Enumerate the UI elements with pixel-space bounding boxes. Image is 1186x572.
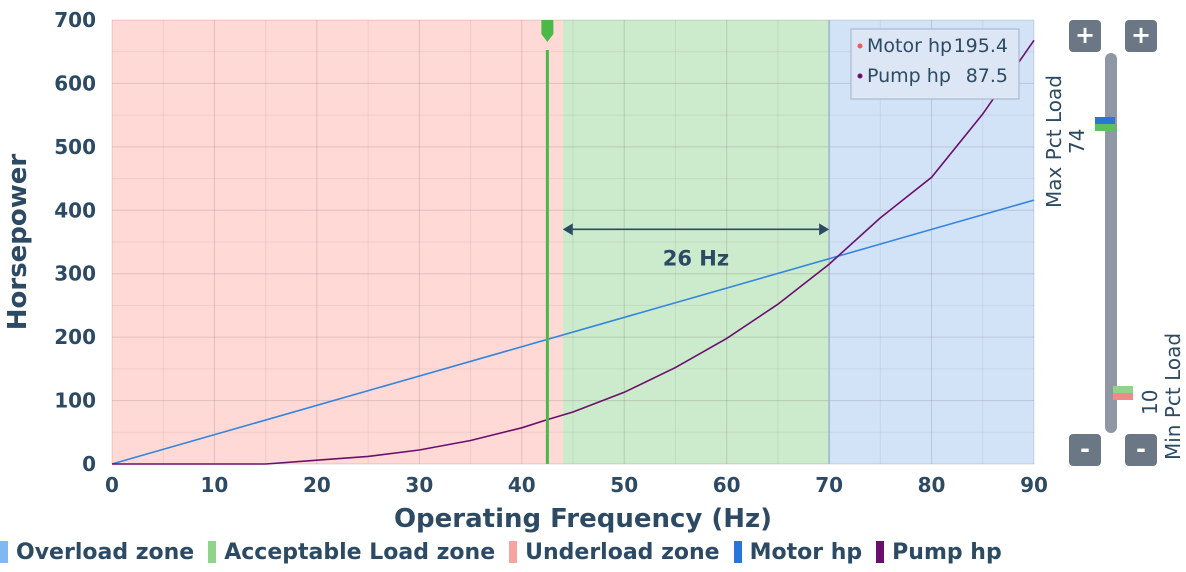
x-tick-label: 0 bbox=[105, 473, 119, 497]
y-tick-label: 300 bbox=[54, 262, 96, 286]
tooltip-dot bbox=[857, 43, 863, 49]
legend-label: Acceptable Load zone bbox=[224, 539, 496, 565]
legend-swatch bbox=[733, 541, 742, 563]
min-pct-handle[interactable] bbox=[1113, 386, 1133, 401]
pct-load-slider[interactable] bbox=[1105, 53, 1117, 433]
legend-item[interactable]: Overload zone bbox=[0, 540, 194, 565]
range-arrow-left-head bbox=[562, 223, 573, 236]
y-tick-label: 100 bbox=[54, 389, 96, 413]
y-tick-label: 200 bbox=[54, 325, 96, 349]
legend-item[interactable]: Underload zone bbox=[509, 539, 720, 565]
x-tick-label: 80 bbox=[918, 473, 946, 497]
range-label: 26 Hz bbox=[663, 246, 729, 270]
tooltip-value: 87.5 bbox=[966, 65, 1008, 87]
legend-label: Underload zone bbox=[525, 539, 720, 565]
legend-item[interactable]: Motor hp bbox=[733, 539, 863, 565]
y-tick-label: 500 bbox=[54, 135, 96, 159]
min-increase-button[interactable]: + bbox=[1125, 20, 1157, 52]
tooltip-label: Motor hp bbox=[867, 35, 952, 57]
min-decrease-button[interactable]: - bbox=[1125, 434, 1157, 466]
tooltip-label: Pump hp bbox=[867, 65, 951, 87]
y-axis-title: Horsepower bbox=[3, 154, 33, 331]
legend-swatch bbox=[0, 541, 8, 563]
x-tick-label: 10 bbox=[201, 473, 229, 497]
x-tick-label: 70 bbox=[815, 473, 843, 497]
max-increase-button[interactable]: + bbox=[1069, 20, 1101, 52]
tooltip-dot bbox=[857, 73, 863, 79]
min-pct-value: 10 bbox=[1138, 389, 1162, 415]
max-pct-handle[interactable] bbox=[1095, 116, 1115, 131]
legend-swatch bbox=[876, 541, 885, 563]
x-tick-label: 60 bbox=[713, 473, 741, 497]
cursor-handle bbox=[541, 20, 554, 42]
series-line-1 bbox=[112, 39, 1035, 465]
legend-item[interactable]: Pump hp bbox=[876, 540, 1002, 565]
max-decrease-button[interactable]: - bbox=[1069, 434, 1101, 466]
x-tick-label: 20 bbox=[303, 473, 331, 497]
zone-band-1 bbox=[562, 20, 830, 464]
range-arrow-right-head bbox=[819, 223, 830, 236]
y-tick-label: 700 bbox=[54, 8, 96, 32]
min-pct-label: Min Pct Load bbox=[1161, 332, 1185, 460]
tooltip-value: 195.4 bbox=[954, 35, 1008, 57]
max-pct-value: 74 bbox=[1065, 128, 1089, 154]
legend-swatch bbox=[208, 541, 217, 563]
legend-label: Overload zone bbox=[16, 539, 195, 565]
tooltip-box bbox=[850, 28, 1020, 100]
x-tick-label: 30 bbox=[405, 473, 433, 497]
y-tick-label: 0 bbox=[82, 452, 96, 476]
series-line-0 bbox=[111, 199, 1035, 465]
y-tick-label: 400 bbox=[54, 198, 96, 222]
legend-label: Motor hp bbox=[749, 539, 863, 565]
legend-item[interactable]: Acceptable Load zone bbox=[208, 540, 495, 565]
x-tick-label: 50 bbox=[610, 473, 638, 497]
zone-band-0 bbox=[112, 20, 563, 464]
x-axis-title: Operating Frequency (Hz) bbox=[394, 504, 772, 534]
max-pct-label: Max Pct Load bbox=[1042, 75, 1066, 208]
legend-swatch bbox=[509, 541, 518, 563]
legend: Overload zone Acceptable Load zone Underlo… bbox=[0, 537, 1016, 567]
x-tick-label: 40 bbox=[508, 473, 536, 497]
legend-label: Pump hp bbox=[892, 539, 1002, 565]
x-tick-label: 90 bbox=[1020, 473, 1048, 497]
y-tick-label: 600 bbox=[54, 71, 96, 95]
